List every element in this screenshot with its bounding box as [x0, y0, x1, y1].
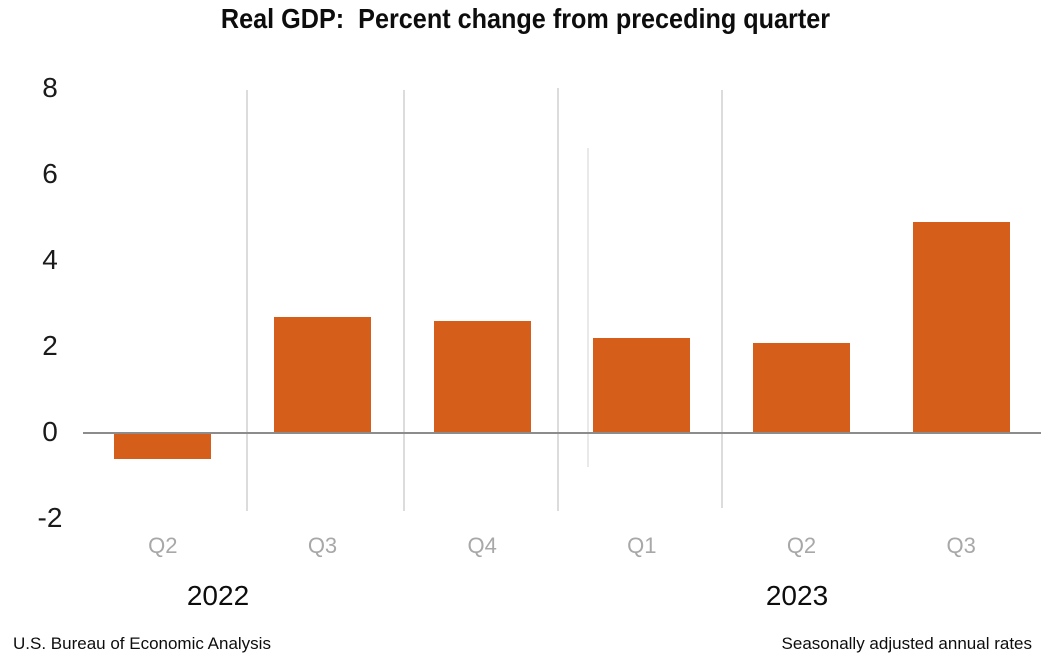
- gridline: [246, 90, 248, 511]
- x-tick-Q4-2022: Q4: [467, 533, 497, 558]
- gridline: [403, 90, 405, 511]
- zero-baseline: [83, 432, 1041, 434]
- x-tick-Q3-2022: Q3: [307, 533, 338, 558]
- y-tick-label-4: 4: [42, 244, 58, 276]
- gridline: [721, 90, 723, 508]
- bar-Q2-2023: [753, 342, 850, 433]
- bar-Q1-2023: [593, 338, 691, 433]
- y-tick-label--2: -2: [37, 502, 63, 534]
- rates-note: Seasonally adjusted annual rates: [781, 634, 1032, 653]
- year-label-2023: 2023: [765, 580, 829, 611]
- bar-Q2-2022: [114, 433, 212, 459]
- x-tick-Q2-2023: Q2: [786, 533, 817, 558]
- bar-Q3-2022: [274, 316, 371, 433]
- x-tick-Q1-2023: Q1: [627, 533, 657, 558]
- source-note: U.S. Bureau of Economic Analysis: [13, 634, 271, 653]
- y-tick-label-2: 2: [42, 330, 58, 362]
- footer: U.S. Bureau of Economic Analysis Seasona…: [13, 634, 1032, 654]
- y-tick-label-0: 0: [42, 416, 58, 448]
- y-tick-label-6: 6: [42, 158, 58, 190]
- chart-title: Real GDP: Percent change from preceding …: [220, 3, 831, 34]
- bar-Q3-2023: [912, 222, 1010, 433]
- year-label-2022: 2022: [186, 580, 250, 611]
- bar-Q4-2022: [433, 321, 531, 433]
- y-tick-label-8: 8: [42, 72, 58, 104]
- x-tick-Q2-2022: Q2: [148, 533, 178, 558]
- gridline: [587, 148, 589, 467]
- gridline: [557, 88, 559, 511]
- x-tick-Q3-2023: Q3: [946, 533, 976, 558]
